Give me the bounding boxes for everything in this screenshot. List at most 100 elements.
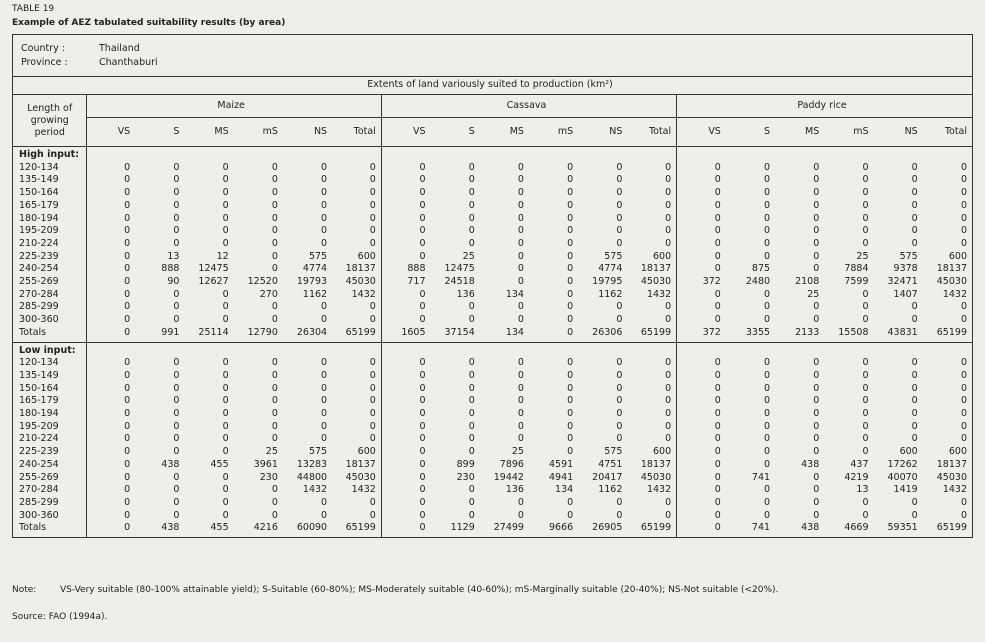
column-header: MS xyxy=(775,117,825,147)
cell: 0 xyxy=(124,212,131,224)
table-box: Country : Thailand Province : Chanthaburi … xyxy=(12,34,973,539)
cell: 0 xyxy=(468,212,475,224)
cell: 0 xyxy=(332,314,382,327)
cell: 0 xyxy=(960,420,967,432)
cell: 0 xyxy=(567,446,574,458)
cell: 0 xyxy=(222,199,229,211)
cell: 9666 xyxy=(549,522,574,534)
cell: 1407 xyxy=(893,288,918,300)
cell: 12520 xyxy=(247,276,278,288)
cell: 0 xyxy=(271,263,278,275)
cell: 32471 xyxy=(887,276,918,288)
country-row: Country : Thailand xyxy=(21,43,972,57)
cell: 0 xyxy=(468,484,475,496)
cell: 45030 xyxy=(627,276,678,289)
cell: 0 xyxy=(714,471,721,483)
cell: 25114 xyxy=(198,326,229,338)
period: 285-299 xyxy=(13,496,87,510)
cell: 0 xyxy=(517,174,524,186)
cell: 25 xyxy=(856,250,869,262)
blank xyxy=(431,147,480,162)
data-row: 195-209 0 0 0 0 0 0 0 0 0 0 0 0 0 0 0 0 0 0 xyxy=(13,225,972,238)
cell: 18137 xyxy=(627,263,678,277)
cell: 437 xyxy=(850,458,869,470)
cell: 600 xyxy=(948,446,967,458)
cell: 0 xyxy=(764,357,771,369)
cell: 4219 xyxy=(844,471,869,483)
cell: 0 xyxy=(960,174,967,186)
cell: 0 xyxy=(419,420,426,432)
cell: 438 xyxy=(801,522,820,534)
cell: 0 xyxy=(960,225,967,237)
period: 285-299 xyxy=(13,301,87,315)
cell: 0 xyxy=(332,395,382,409)
cell: 0 xyxy=(764,433,771,445)
blank xyxy=(627,146,678,162)
cell: 0 xyxy=(764,408,771,420)
cell: 45030 xyxy=(332,471,382,485)
cell: 0 xyxy=(332,408,382,421)
cell: 0 xyxy=(271,314,278,326)
cell: 0 xyxy=(419,522,426,534)
cell: 0 xyxy=(813,161,820,173)
cell: 0 xyxy=(419,458,426,470)
cell: 0 xyxy=(468,174,475,186)
cell: 1419 xyxy=(893,484,918,496)
column-header: mS xyxy=(824,117,874,147)
cell: 136 xyxy=(505,484,524,496)
cell: 600 xyxy=(948,250,967,262)
cell: 0 xyxy=(124,357,131,369)
cell: 65199 xyxy=(627,522,678,538)
cell: 0 xyxy=(468,301,475,313)
section-row: High input: xyxy=(13,146,972,162)
cell: 0 xyxy=(517,237,524,249)
column-header: S xyxy=(135,117,185,147)
cell: 134 xyxy=(505,326,524,338)
cell: 0 xyxy=(173,471,180,483)
cell: 0 xyxy=(124,433,131,445)
blank xyxy=(775,147,824,162)
cell: 0 xyxy=(616,382,623,394)
cell: 0 xyxy=(468,420,475,432)
cell: 0 xyxy=(911,369,918,381)
cell: 0 xyxy=(419,369,426,381)
column-header: VS xyxy=(86,117,136,147)
cell: 0 xyxy=(714,395,721,407)
cell: 0 xyxy=(173,314,180,326)
cell: 0 xyxy=(419,314,426,326)
cell: 0 xyxy=(911,408,918,420)
data-row: 180-194 0 0 0 0 0 0 0 0 0 0 0 0 0 0 0 0 0 0 xyxy=(13,212,972,226)
cell: 59351 xyxy=(887,522,918,534)
cell: 0 xyxy=(332,420,382,434)
period: 255-269 xyxy=(13,471,87,485)
cell: 0 xyxy=(862,408,869,420)
cell: 1432 xyxy=(942,288,967,300)
cell: 19442 xyxy=(493,471,524,483)
cell: 0 xyxy=(419,496,426,508)
cell: 0 xyxy=(627,237,678,251)
cell: 0 xyxy=(567,314,574,326)
cell: 0 xyxy=(332,369,382,383)
cell: 0 xyxy=(124,509,131,521)
cell: 0 xyxy=(517,161,524,173)
cell: 0 xyxy=(911,225,918,237)
cell: 0 xyxy=(911,212,918,224)
cell: 4216 xyxy=(253,522,278,534)
blank xyxy=(282,341,333,358)
blank xyxy=(135,147,184,162)
cell: 0 xyxy=(627,433,678,447)
cell: 0 xyxy=(862,395,869,407)
cell: 0 xyxy=(271,250,278,262)
cell: 0 xyxy=(813,225,820,237)
data-row: 270-284 0 0 0 270 1162 1432 0 136 134 0 1162 1432 0 0 2… xyxy=(13,288,972,302)
cell: 0 xyxy=(271,369,278,381)
cell: 0 xyxy=(862,212,869,224)
column-header: VS xyxy=(676,117,726,147)
cell: 3961 xyxy=(253,458,278,470)
period: 135-149 xyxy=(13,174,87,188)
cell: 15508 xyxy=(838,326,869,338)
cell: 0 xyxy=(714,237,721,249)
cell: 0 xyxy=(419,288,426,300)
cell: 0 xyxy=(124,326,131,338)
